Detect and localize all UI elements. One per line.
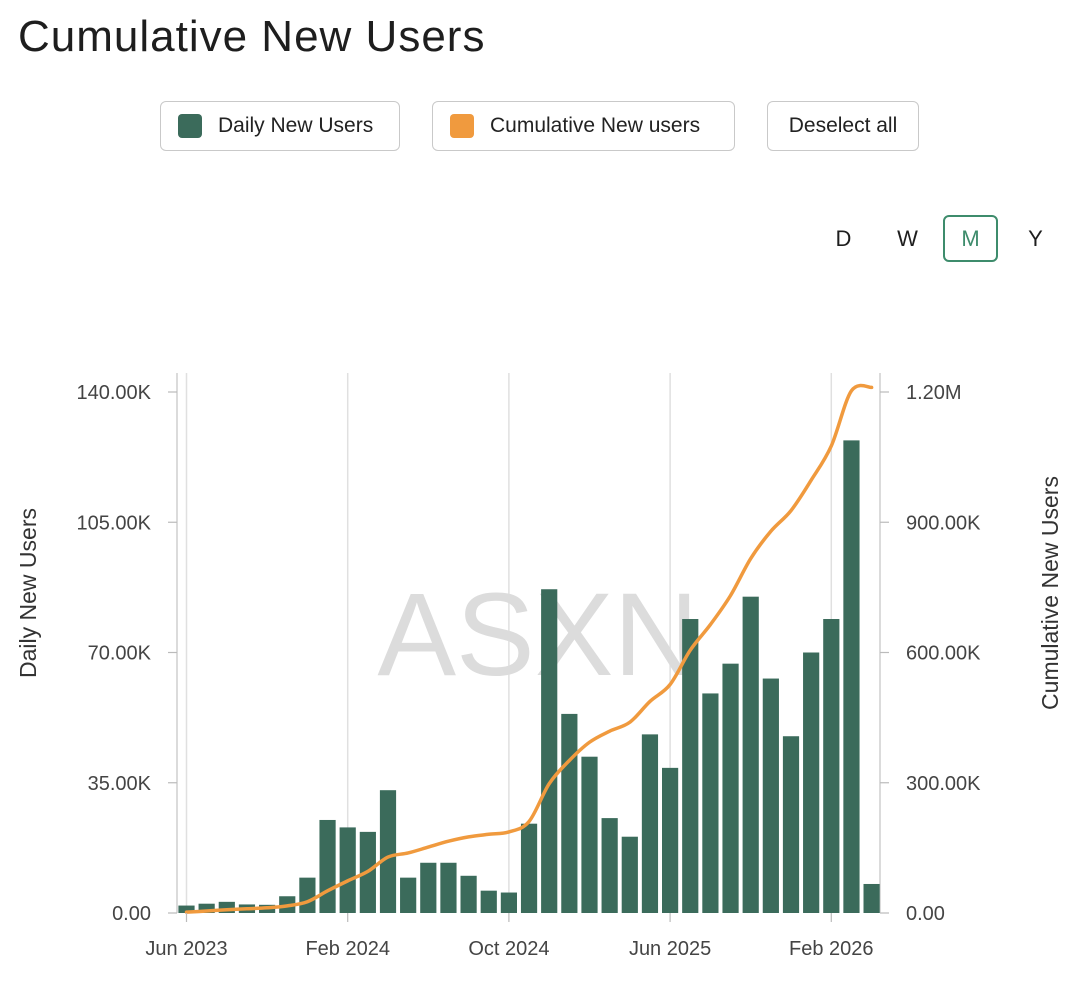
daily-swatch-icon: [178, 114, 202, 138]
cumulative-line: [184, 383, 874, 914]
left-tick-label: 35.00K: [88, 773, 152, 795]
deselect-all-button[interactable]: Deselect all: [767, 101, 919, 151]
bar: [178, 905, 195, 913]
left-tick-label: 105.00K: [76, 512, 151, 534]
legend-cumulative-new-users-button[interactable]: Cumulative New users: [432, 101, 735, 151]
bar: [319, 819, 336, 913]
right-tick-label: 1.20M: [906, 382, 962, 404]
bar: [480, 890, 497, 913]
bar: [379, 790, 397, 913]
bar: [520, 823, 538, 913]
bar: [662, 767, 679, 913]
bar: [541, 589, 558, 913]
bar: [621, 836, 638, 913]
left-axis-ticks: 0.00 35.00K 70.00K 105.00K 140.00K: [76, 382, 177, 925]
bar: [400, 877, 417, 913]
bar: [218, 901, 235, 913]
bar: [641, 734, 659, 913]
bar: [299, 877, 316, 913]
bar: [722, 663, 739, 913]
legend-cumulative-label: Cumulative New users: [490, 114, 701, 137]
deselect-all-label: Deselect all: [788, 114, 898, 137]
bar: [198, 903, 215, 913]
bar: [762, 678, 779, 913]
bar: [601, 818, 618, 913]
bar: [440, 862, 457, 913]
bar: [339, 827, 356, 913]
bar: [742, 596, 759, 913]
x-tick-label: Jun 2025: [629, 938, 711, 960]
bar: [561, 713, 578, 913]
x-tick-label: Feb 2026: [789, 938, 874, 960]
bar: [843, 440, 860, 913]
right-tick-label: 600.00K: [906, 643, 981, 665]
right-tick-label: 300.00K: [906, 773, 981, 795]
bar: [702, 693, 719, 913]
period-y-button[interactable]: Y: [1028, 225, 1043, 251]
chart-title: Cumulative New Users: [18, 12, 486, 61]
bar: [500, 892, 517, 913]
right-axis-ticks: 0.00 300.00K 600.00K 900.00K 1.20M: [880, 382, 981, 925]
bar: [682, 619, 699, 913]
right-axis-label: Cumulative New Users: [1037, 476, 1063, 710]
period-w-button[interactable]: W: [897, 225, 918, 251]
left-axis-label: Daily New Users: [15, 508, 41, 678]
period-m-button[interactable]: M: [943, 215, 998, 262]
right-tick-label: 900.00K: [906, 512, 981, 534]
legend-daily-label: Daily New Users: [218, 114, 374, 137]
cumulative-swatch-icon: [450, 114, 474, 138]
watermark-text: ASXN: [377, 569, 698, 701]
left-tick-label: 70.00K: [88, 643, 152, 665]
bar: [782, 736, 800, 913]
period-d-button[interactable]: D: [835, 225, 852, 251]
left-tick-label: 0.00: [112, 903, 151, 925]
bar: [460, 875, 477, 913]
x-tick-label: Feb 2024: [305, 938, 390, 960]
bar: [863, 883, 880, 913]
bar: [803, 652, 820, 913]
x-tick-label: Jun 2023: [145, 938, 227, 960]
legend-daily-new-users-button[interactable]: Daily New Users: [160, 101, 400, 151]
right-tick-label: 0.00: [906, 903, 945, 925]
left-tick-label: 140.00K: [76, 382, 151, 404]
bar: [581, 756, 598, 913]
x-axis-ticks: Jun 2023 Feb 2024 Oct 2024 Jun 2025 Feb 2026: [145, 913, 874, 960]
x-tick-label: Oct 2024: [468, 938, 549, 960]
bar: [823, 619, 840, 913]
bar: [420, 862, 437, 913]
